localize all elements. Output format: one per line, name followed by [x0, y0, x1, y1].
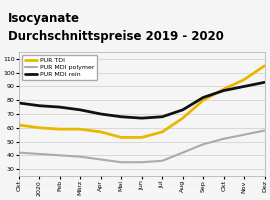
Line: PUR TDI: PUR TDI: [19, 66, 265, 137]
PUR MDI polymer: [140, 161, 143, 163]
Text: © 2020 Kunststoff Information, Bad Homburg - www.kiweb.de: © 2020 Kunststoff Information, Bad Hombu…: [8, 188, 203, 194]
PUR MDI rein: [161, 116, 164, 118]
PUR MDI rein: [58, 106, 62, 108]
PUR MDI rein: [140, 117, 143, 119]
PUR TDI: [222, 88, 225, 90]
PUR TDI: [120, 136, 123, 139]
PUR TDI: [79, 128, 82, 130]
Line: PUR MDI rein: PUR MDI rein: [19, 82, 265, 118]
PUR MDI polymer: [17, 151, 21, 154]
PUR MDI polymer: [161, 160, 164, 162]
PUR TDI: [58, 128, 62, 130]
PUR MDI polymer: [222, 138, 225, 140]
PUR TDI: [99, 131, 102, 133]
PUR MDI rein: [120, 116, 123, 118]
PUR MDI polymer: [99, 158, 102, 161]
PUR MDI rein: [99, 113, 102, 115]
PUR TDI: [201, 99, 205, 101]
PUR MDI rein: [263, 81, 266, 84]
Text: Isocyanate: Isocyanate: [8, 12, 80, 25]
PUR MDI rein: [17, 102, 21, 104]
PUR MDI rein: [222, 89, 225, 92]
PUR MDI polymer: [38, 153, 41, 155]
Legend: PUR TDI, PUR MDI polymer, PUR MDI rein: PUR TDI, PUR MDI polymer, PUR MDI rein: [22, 55, 97, 80]
PUR MDI polymer: [242, 133, 246, 136]
PUR MDI rein: [242, 85, 246, 88]
PUR TDI: [242, 78, 246, 81]
PUR MDI polymer: [120, 161, 123, 163]
PUR MDI rein: [38, 105, 41, 107]
PUR MDI rein: [201, 96, 205, 99]
PUR TDI: [181, 117, 184, 119]
PUR MDI polymer: [79, 156, 82, 158]
PUR TDI: [263, 65, 266, 67]
PUR MDI polymer: [181, 151, 184, 154]
Line: PUR MDI polymer: PUR MDI polymer: [19, 131, 265, 162]
PUR MDI polymer: [201, 143, 205, 146]
PUR MDI polymer: [263, 129, 266, 132]
PUR TDI: [140, 136, 143, 139]
PUR TDI: [161, 131, 164, 133]
Text: Durchschnittspreise 2019 - 2020: Durchschnittspreise 2019 - 2020: [8, 30, 224, 43]
PUR TDI: [17, 124, 21, 126]
PUR MDI polymer: [58, 154, 62, 157]
PUR MDI rein: [181, 109, 184, 111]
PUR MDI rein: [79, 109, 82, 111]
PUR TDI: [38, 127, 41, 129]
